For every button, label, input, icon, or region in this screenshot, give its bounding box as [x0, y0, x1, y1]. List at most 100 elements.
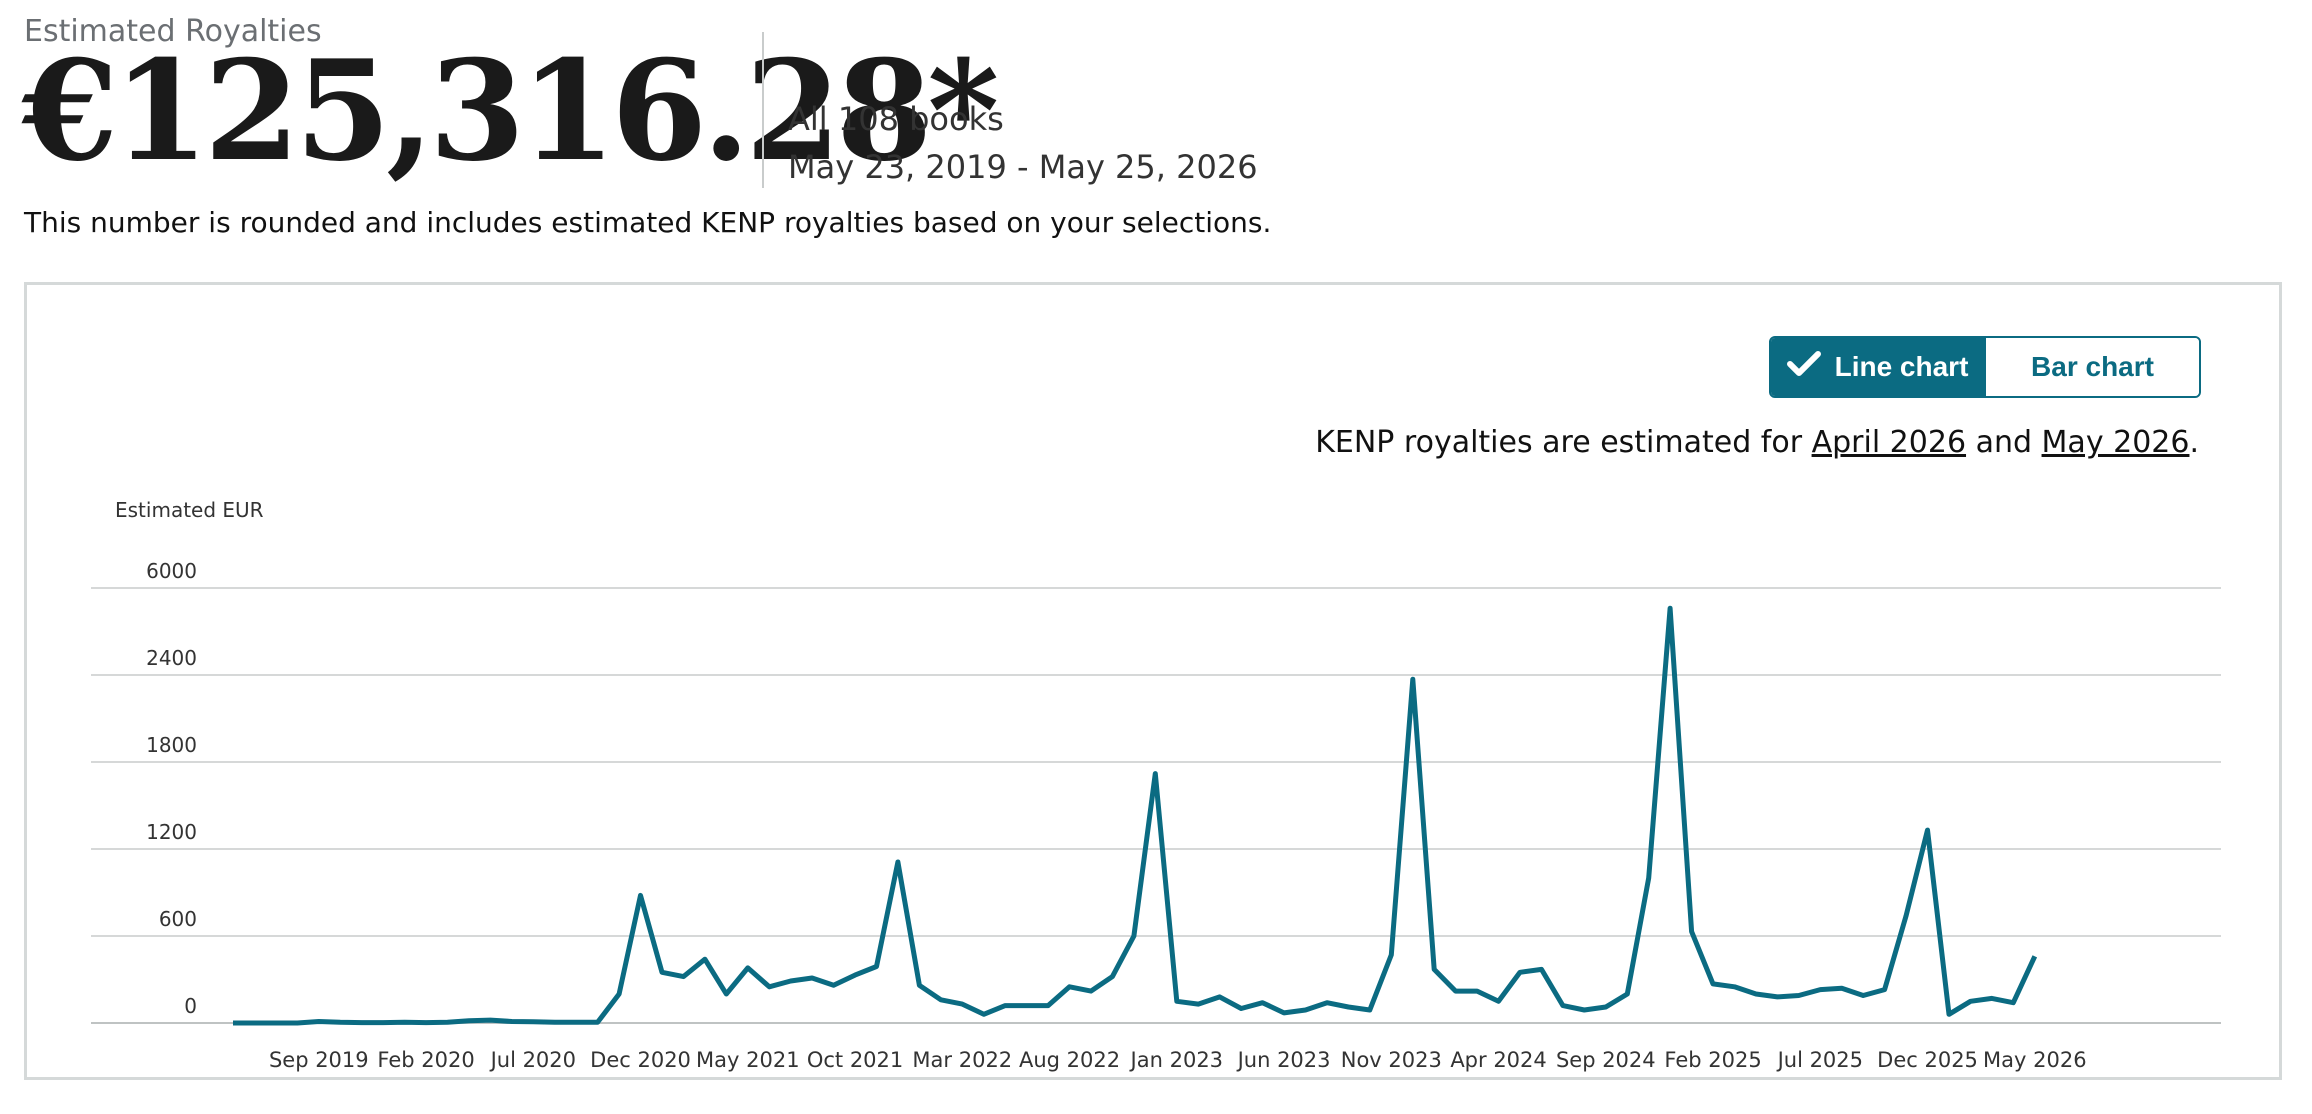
data-point[interactable] [1345, 1004, 1351, 1010]
data-point[interactable] [1002, 1003, 1008, 1009]
data-point[interactable] [981, 1011, 987, 1017]
data-point[interactable] [1088, 988, 1094, 994]
data-point[interactable] [380, 1020, 386, 1026]
data-point[interactable] [1217, 994, 1223, 1000]
data-point[interactable] [638, 892, 644, 898]
data-point[interactable] [530, 1019, 536, 1025]
data-point[interactable] [1646, 875, 1652, 881]
data-point[interactable] [1689, 929, 1695, 935]
kenp-link-may[interactable]: May 2026 [2041, 425, 2190, 460]
data-point[interactable] [1109, 974, 1115, 980]
data-point[interactable] [1603, 1004, 1609, 1010]
data-point[interactable] [1174, 998, 1180, 1004]
data-point[interactable] [788, 978, 794, 984]
data-point[interactable] [1195, 1001, 1201, 1007]
data-point[interactable] [1903, 913, 1909, 919]
kenp-note: KENP royalties are estimated for April 2… [1315, 425, 2199, 460]
data-point[interactable] [552, 1019, 558, 1025]
data-point[interactable] [1882, 987, 1888, 993]
data-point[interactable] [1925, 827, 1931, 833]
data-point[interactable] [1260, 1000, 1266, 1006]
bar-chart-label: Bar chart [2031, 351, 2154, 382]
royalties-line-chart: Estimated EUR 0 600 1200 1800 2400 6000 Sep 2… [91, 498, 2221, 1072]
data-point[interactable] [616, 991, 622, 997]
data-point[interactable] [1238, 1006, 1244, 1012]
data-point[interactable] [1732, 984, 1738, 990]
data-point[interactable] [916, 982, 922, 988]
data-point[interactable] [402, 1019, 408, 1025]
data-point[interactable] [1946, 1011, 1952, 1017]
data-point[interactable] [874, 963, 880, 969]
data-point[interactable] [2010, 1000, 2016, 1006]
data-point[interactable] [337, 1019, 343, 1025]
data-point[interactable] [1152, 771, 1158, 777]
data-point[interactable] [1431, 966, 1437, 972]
data-point[interactable] [1367, 1007, 1373, 1013]
data-point[interactable] [1517, 969, 1523, 975]
data-point[interactable] [1024, 1003, 1030, 1009]
data-point[interactable] [1474, 988, 1480, 994]
data-point[interactable] [1667, 605, 1673, 611]
data-point[interactable] [1839, 985, 1845, 991]
x-tick-label: Aug 2022 [1019, 1048, 1120, 1072]
data-point[interactable] [573, 1019, 579, 1025]
data-point[interactable] [895, 859, 901, 865]
y-tick-label: 6000 [146, 559, 197, 583]
line-chart-label: Line chart [1834, 351, 1969, 382]
data-point[interactable] [1710, 981, 1716, 987]
data-point[interactable] [831, 982, 837, 988]
data-point[interactable] [938, 997, 944, 1003]
data-point[interactable] [359, 1020, 365, 1026]
data-point[interactable] [509, 1019, 515, 1025]
data-point[interactable] [852, 972, 858, 978]
data-point[interactable] [1410, 676, 1416, 682]
data-point[interactable] [1324, 1000, 1330, 1006]
data-point[interactable] [1796, 992, 1802, 998]
data-point[interactable] [1967, 998, 1973, 1004]
data-point[interactable] [595, 1019, 601, 1025]
data-point[interactable] [1860, 992, 1866, 998]
data-point[interactable] [809, 975, 815, 981]
x-tick-label: Nov 2023 [1341, 1048, 1442, 1072]
bar-chart-button[interactable]: Bar chart [1984, 338, 2199, 396]
data-point[interactable] [445, 1019, 451, 1025]
data-point[interactable] [423, 1020, 429, 1026]
data-point[interactable] [1496, 998, 1502, 1004]
x-tick-label: Mar 2022 [912, 1048, 1012, 1072]
data-point[interactable] [466, 1018, 472, 1024]
data-point[interactable] [1817, 987, 1823, 993]
data-point[interactable] [1560, 1003, 1566, 1009]
data-point[interactable] [294, 1020, 300, 1026]
kenp-link-april[interactable]: April 2026 [1811, 425, 1967, 460]
data-point[interactable] [1303, 1007, 1309, 1013]
data-point[interactable] [1453, 988, 1459, 994]
data-point[interactable] [1388, 952, 1394, 958]
x-tick-label: Jan 2023 [1129, 1048, 1224, 1072]
data-point[interactable] [959, 1001, 965, 1007]
data-point[interactable] [766, 984, 772, 990]
data-point[interactable] [1067, 984, 1073, 990]
data-point[interactable] [680, 974, 686, 980]
data-point[interactable] [230, 1020, 236, 1026]
data-point[interactable] [1281, 1010, 1287, 1016]
data-point[interactable] [2032, 953, 2038, 959]
data-point[interactable] [1045, 1003, 1051, 1009]
data-point[interactable] [723, 991, 729, 997]
line-chart-button[interactable]: Line chart [1771, 338, 1984, 396]
data-point[interactable] [745, 965, 751, 971]
data-point[interactable] [273, 1020, 279, 1026]
data-point[interactable] [487, 1017, 493, 1023]
data-point[interactable] [1753, 991, 1759, 997]
data-point[interactable] [1624, 991, 1630, 997]
data-point[interactable] [1131, 933, 1137, 939]
x-tick-label: Sep 2019 [269, 1048, 369, 1072]
data-point[interactable] [1774, 994, 1780, 1000]
data-point[interactable] [316, 1019, 322, 1025]
kenp-note-and: and [1966, 425, 2042, 460]
data-point[interactable] [659, 969, 665, 975]
data-point[interactable] [702, 956, 708, 962]
data-point[interactable] [1581, 1007, 1587, 1013]
data-point[interactable] [251, 1020, 257, 1026]
data-point[interactable] [1538, 966, 1544, 972]
data-point[interactable] [1989, 995, 1995, 1001]
